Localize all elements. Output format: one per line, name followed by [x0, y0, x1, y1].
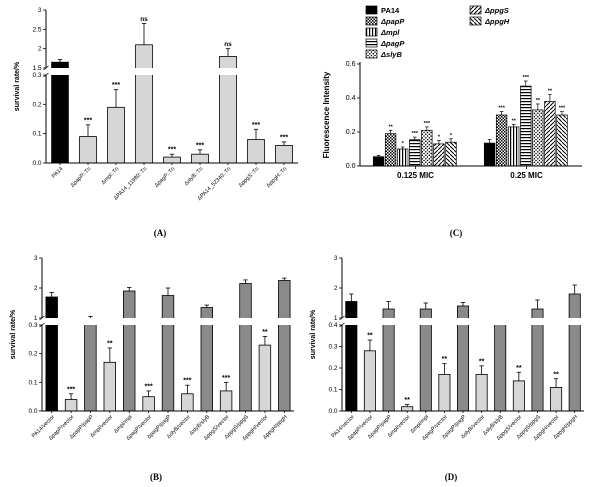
svg-text:**: **	[107, 340, 113, 347]
svg-text:ΔppgS::Tn: ΔppgS::Tn	[238, 166, 261, 189]
svg-text:0.3: 0.3	[28, 322, 37, 329]
svg-text:1: 1	[334, 315, 338, 322]
svg-text:0.2: 0.2	[32, 101, 41, 108]
svg-text:PA14: PA14	[51, 166, 64, 179]
svg-text:**: **	[516, 365, 522, 372]
svg-text:Δmpl: Δmpl	[380, 28, 400, 37]
svg-text:**: **	[442, 356, 448, 363]
svg-text:1.5: 1.5	[32, 65, 41, 72]
svg-text:ΔppgH: ΔppgH	[484, 17, 510, 26]
svg-text:***: ***	[523, 75, 530, 81]
svg-text:survival rate/%: survival rate/%	[10, 309, 17, 359]
svg-text:0.1: 0.1	[32, 131, 41, 138]
svg-text:ΔpapP::Tn: ΔpapP::Tn	[70, 166, 93, 189]
svg-text:0.2: 0.2	[28, 351, 37, 358]
svg-text:0.125 MIC: 0.125 MIC	[397, 171, 434, 180]
svg-text:***: ***	[222, 375, 230, 382]
svg-text:0.25 MIC: 0.25 MIC	[510, 171, 543, 180]
panel-c-caption: (C)	[449, 228, 463, 238]
svg-text:0.4: 0.4	[328, 322, 337, 329]
svg-text:0.1: 0.1	[328, 387, 337, 394]
svg-text:ΔpagP: ΔpagP	[380, 39, 405, 48]
panel-d-caption: (D)	[444, 472, 458, 482]
svg-text:0.0: 0.0	[32, 160, 41, 167]
svg-text:0.0: 0.0	[346, 163, 356, 170]
svg-text:***: ***	[280, 134, 288, 141]
svg-text:**: **	[367, 333, 373, 340]
svg-text:**: **	[548, 89, 553, 95]
svg-text:3: 3	[34, 255, 38, 262]
svg-text:***: ***	[183, 378, 191, 385]
svg-text:3: 3	[38, 7, 42, 14]
svg-text:***: ***	[424, 121, 431, 127]
svg-text:3: 3	[334, 255, 338, 262]
svg-text:**: **	[479, 358, 485, 365]
svg-text:Δmpl::Tn: Δmpl::Tn	[101, 166, 121, 186]
svg-text:**: **	[262, 329, 268, 336]
svg-text:survival rate/%: survival rate/%	[14, 61, 21, 111]
chart-a-survival-rate: PA14***ΔpapP::Tn***Δmpl::TnnsΔPA14_11980…	[14, 7, 298, 202]
svg-text:***: ***	[67, 386, 75, 393]
svg-text:***: ***	[559, 106, 566, 112]
panel-a: PA14 *** ΔpapP::Tn *** Δmpl::Tn ns ΔPA14_11980…	[10, 2, 310, 238]
svg-text:***: ***	[168, 147, 176, 154]
svg-text:0.3: 0.3	[32, 72, 41, 79]
chart-b-survival-rate-complementation: PA14/vector***ΔpapP/vectorΔpapP/papP**Δm…	[10, 255, 294, 442]
chart-d-survival-rate-complementation: PA14/vector**ΔpapP/vectorΔpapP/papP**Δmp…	[310, 255, 584, 442]
panel-d: PA14/vector ** ΔpapP/vector ΔpapP/papP ** Δmp…	[306, 250, 596, 482]
chart-c-fluorescence-intensity: ********** *0.125 MIC***************0.25 …	[322, 5, 582, 180]
svg-text:2: 2	[34, 285, 38, 292]
svg-text:ΔpagP::Tn: ΔpagP::Tn	[154, 166, 177, 189]
svg-text:***: ***	[252, 122, 260, 129]
svg-text:**: **	[553, 371, 559, 378]
svg-text:ΔslyB: ΔslyB	[380, 50, 402, 59]
svg-text:2: 2	[38, 46, 42, 53]
panel-b: PA14/vector *** ΔpapP/vector ΔpapP/papP ** Δm…	[6, 250, 306, 482]
svg-text:ΔppgH::Tn: ΔppgH::Tn	[266, 166, 289, 189]
svg-text:0.0: 0.0	[328, 408, 337, 415]
svg-text:ns: ns	[140, 16, 148, 23]
svg-text:0.2: 0.2	[346, 129, 356, 136]
svg-text:*: *	[438, 135, 441, 141]
svg-text:0.0: 0.0	[28, 408, 37, 415]
svg-text:**: **	[389, 124, 394, 130]
svg-text:0.1: 0.1	[28, 379, 37, 386]
svg-text:ΔslyB::Tn: ΔslyB::Tn	[184, 166, 205, 187]
svg-text:***: ***	[412, 131, 419, 137]
panel-a-caption: (A)	[153, 228, 167, 238]
svg-text:2.5: 2.5	[32, 26, 41, 33]
svg-text:1: 1	[34, 315, 38, 322]
svg-text:***: ***	[196, 142, 204, 149]
svg-text:survival rate/%: survival rate/%	[310, 309, 317, 359]
svg-text:ΔpapP: ΔpapP	[380, 17, 405, 26]
panel-c: ** * *** *** * * 0.125 MIC *** ** *** ** ** *** 0.25 …	[318, 2, 594, 238]
svg-text:**: **	[512, 118, 517, 124]
svg-text:***: ***	[498, 106, 505, 112]
svg-text:ns: ns	[224, 41, 232, 48]
panel-b-caption: (B)	[150, 472, 162, 482]
svg-text:*: *	[402, 141, 405, 147]
svg-text:***: ***	[145, 383, 153, 390]
svg-text:*: *	[450, 133, 453, 139]
svg-text:0.3: 0.3	[328, 344, 337, 351]
svg-text:Fluorescence Intensity: Fluorescence Intensity	[322, 71, 331, 158]
svg-text:0.2: 0.2	[328, 365, 337, 372]
svg-text:ΔppgS: ΔppgS	[484, 6, 509, 15]
svg-text:2: 2	[334, 285, 338, 292]
svg-text:***: ***	[112, 82, 120, 89]
svg-text:0.6: 0.6	[346, 61, 356, 68]
svg-text:PA14: PA14	[381, 6, 400, 15]
svg-text:**: **	[536, 98, 541, 104]
svg-text:***: ***	[84, 117, 92, 124]
svg-text:**: **	[404, 397, 410, 404]
svg-text:0.4: 0.4	[346, 95, 356, 102]
